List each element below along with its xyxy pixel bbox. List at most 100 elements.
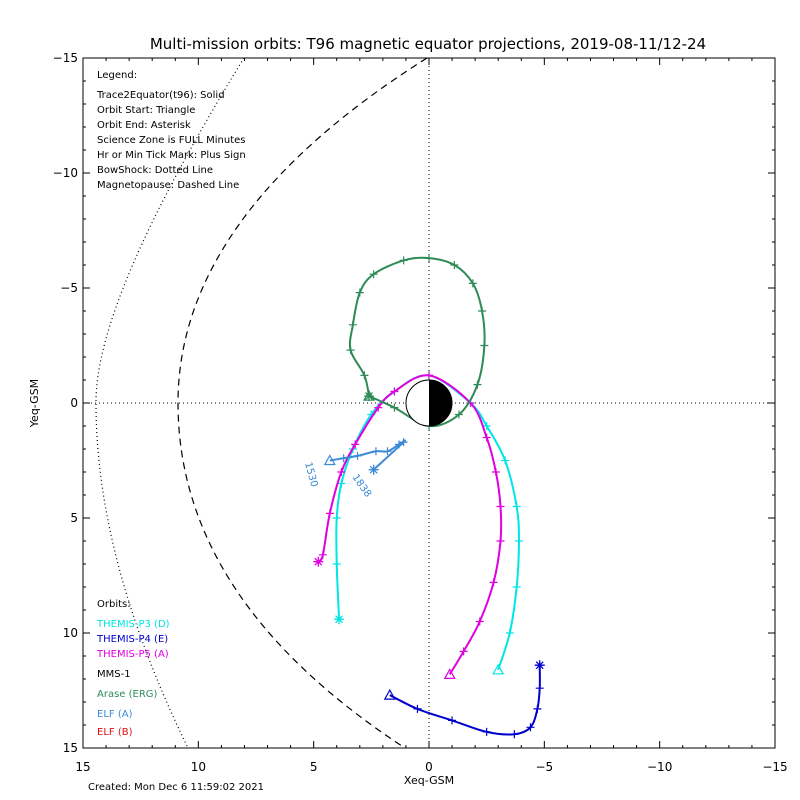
y-tick-label: −5 <box>60 281 78 295</box>
themis-p5-a-tick-mark <box>482 433 491 442</box>
x-tick-label: 5 <box>310 760 318 774</box>
themis-p5-a-tick-mark <box>496 502 505 511</box>
elf-a-trace <box>329 439 407 471</box>
legend-line: Trace2Equator(t96): Solid <box>97 90 225 101</box>
x-tick-label: 15 <box>75 760 90 774</box>
arase-erg-tick-mark <box>355 288 364 297</box>
x-axis-label: Xeq-GSM <box>404 774 454 787</box>
legend-line: Orbit Start: Triangle <box>97 105 196 116</box>
themis-p5-a-tick-mark <box>390 387 399 396</box>
themis-p3-d-tick-mark <box>332 514 341 522</box>
legend-line: Hr or Min Tick Mark: Plus Sign <box>97 150 246 161</box>
elf-a-end-asterisk <box>368 464 379 475</box>
elf-a-tick-mark <box>395 440 404 449</box>
arase-erg-tick-mark <box>346 346 355 355</box>
themis-p5-a-tick-mark <box>496 537 505 545</box>
y-tick-label: 10 <box>63 626 78 640</box>
themis-p5-a-tick-mark <box>374 403 383 412</box>
orbit-label-arase: Arase (ERG) <box>97 689 158 700</box>
x-tick-label: −15 <box>762 760 787 774</box>
x-axis-ticks: 15 10 5 0 −5 −10 −15 <box>75 58 788 774</box>
themis-p4-e-tick-mark <box>533 704 542 713</box>
bow-shock-curve <box>95 57 245 749</box>
arase-erg-tick-mark <box>450 261 459 269</box>
themis-p4-e-tick-mark <box>448 716 457 725</box>
legend-title: Legend: <box>97 70 138 81</box>
themis-p5-a-tick-mark <box>325 509 334 518</box>
legend-line: Science Zone is FULL Minutes <box>97 135 246 146</box>
elf-a-tick-mark <box>353 451 362 460</box>
themis-p5-a-tick-mark <box>318 550 327 559</box>
themis-p3-d-tick-mark <box>332 560 341 568</box>
themis-p5-a-tick-mark <box>459 647 468 656</box>
arase-erg-tick-mark <box>425 254 433 263</box>
arase-erg-tick-mark <box>390 403 399 412</box>
themis-p3-d-tick-mark <box>482 422 491 430</box>
y-tick-label: 5 <box>70 511 78 525</box>
x-tick-label: 10 <box>191 760 206 774</box>
orbit-label-elf-a: ELF (A) <box>97 709 133 720</box>
themis-p4-e-tick-mark <box>510 730 519 739</box>
magnetopause-curve <box>177 57 428 749</box>
annotation-1838: 1838 <box>350 472 374 499</box>
arase-erg-tick-mark <box>360 371 369 380</box>
arase-erg-tick-mark <box>399 256 408 265</box>
arase-erg-tick-mark <box>348 320 357 329</box>
elf-a-start-triangle <box>323 454 336 466</box>
themis-p5-a-tick-mark <box>425 371 433 380</box>
created-footer: Created: Mon Dec 6 11:59:02 2021 <box>88 782 264 793</box>
y-tick-label: 0 <box>70 396 78 410</box>
themis-p3-d-tick-mark <box>501 456 510 465</box>
elf-a-tick-mark <box>383 447 392 456</box>
themis-p5-a-tick-mark <box>491 468 500 476</box>
themis-p4-e-end-asterisk <box>534 660 545 671</box>
themis-p5-a-start-triangle <box>443 668 456 679</box>
themis-p4-e-start-triangle <box>383 688 396 700</box>
themis-p4-e-tick-mark <box>482 727 491 736</box>
annotation-1530: 1530 <box>302 461 319 488</box>
elf-a-tick-mark <box>371 447 380 456</box>
themis-p3-d-start-triangle <box>492 663 505 675</box>
arase-erg-tick-mark <box>480 341 489 350</box>
y-axis-ticks: −15 −10 −5 0 5 10 15 <box>53 51 775 755</box>
y-tick-label: 15 <box>63 741 78 755</box>
y-axis-label: Yeq-GSM <box>28 379 41 428</box>
y-tick-label: −15 <box>53 51 78 65</box>
elf-a-tick-mark <box>399 438 408 447</box>
y-tick-label: −10 <box>53 166 78 180</box>
arase-erg-tick-mark <box>454 410 463 419</box>
themis-p3-d-tick-mark <box>512 583 521 591</box>
elf-a-tick-mark <box>339 454 348 463</box>
orbit-series <box>313 254 545 739</box>
earth-symbol <box>405 379 453 427</box>
themis-p3-d-tick-mark <box>337 479 346 488</box>
orbit-label-themis-p3: THEMIS-P3 (D) <box>97 619 170 630</box>
orbit-label-themis-p5: THEMIS-P5 (A) <box>97 649 169 660</box>
legend-line: Magnetopause: Dashed Line <box>97 180 240 191</box>
arase-erg-tick-mark <box>478 307 487 315</box>
themis-p4-e-tick-mark <box>535 684 544 693</box>
earth-night-side <box>429 380 452 426</box>
themis-p4-e-tick-mark <box>526 723 535 732</box>
orbits-title: Orbits: <box>97 599 131 610</box>
themis-p5-a-tick-mark <box>337 468 346 476</box>
x-tick-label: −10 <box>647 760 672 774</box>
themis-p3-d-tick-mark <box>505 629 514 637</box>
themis-p4-e-trace <box>389 665 541 736</box>
legend-line: BowShock: Dotted Line <box>97 165 213 176</box>
themis-p5-a-end-asterisk <box>313 556 324 567</box>
themis-p4-e-tick-mark <box>413 704 422 713</box>
arase-erg-tick-mark <box>468 279 477 288</box>
orbit-label-themis-p4: THEMIS-P4 (E) <box>97 634 169 645</box>
arase-erg-end-asterisk <box>364 391 375 402</box>
legend-line: Orbit End: Asterisk <box>97 120 191 131</box>
arase-erg-tick-mark <box>369 270 378 279</box>
orbit-label-elf-b: ELF (B) <box>97 727 133 738</box>
x-tick-label: −5 <box>535 760 553 774</box>
themis-p5-a-tick-mark <box>489 578 498 587</box>
themis-p5-a-tick-mark <box>351 440 360 449</box>
x-tick-label: 0 <box>425 760 433 774</box>
orbit-label-mms-1: MMS-1 <box>97 669 131 680</box>
themis-p5-a-tick-mark <box>475 617 484 626</box>
